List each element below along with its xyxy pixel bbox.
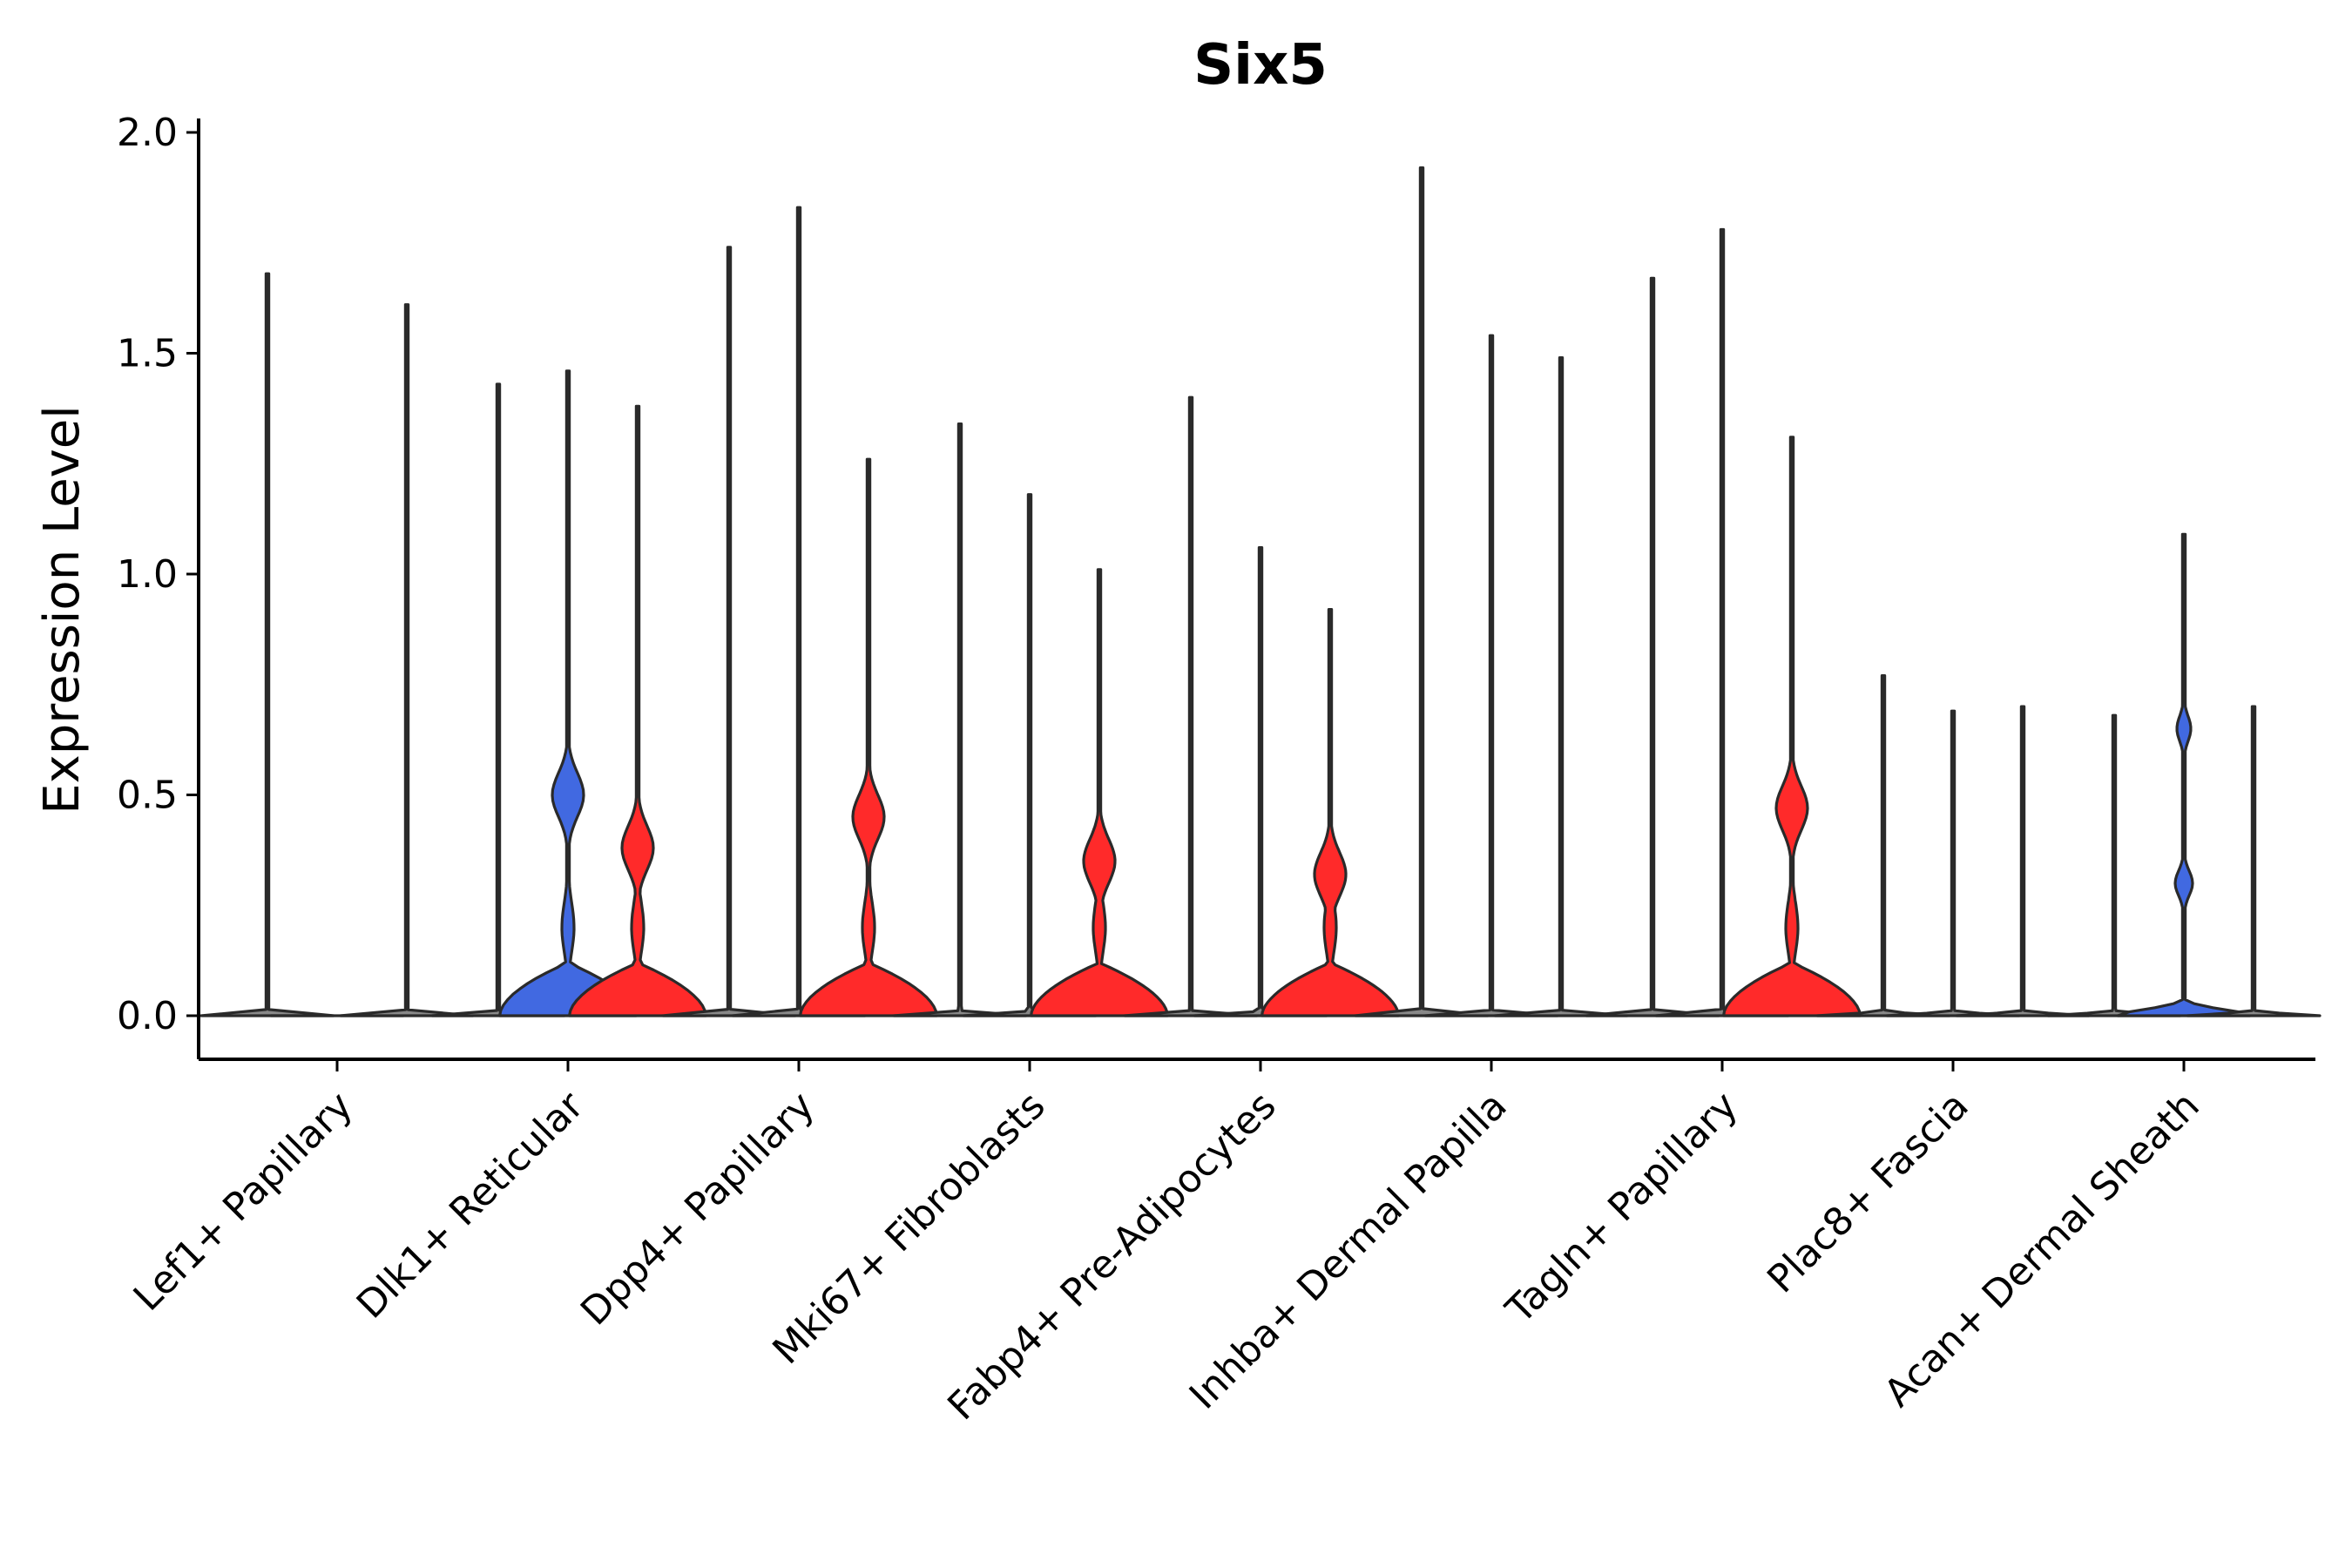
x-tick-label: Tagln+ Papillary: [1497, 1084, 1747, 1333]
y-tick-label: 2.0: [117, 111, 178, 155]
violin-7-0: [1815, 674, 1951, 1017]
violin-3-0: [892, 422, 1028, 1017]
violins-layer: [199, 166, 2322, 1017]
violin-7-2: [1955, 705, 2091, 1017]
y-tick-label: 0.5: [117, 774, 178, 818]
violin-5-1: [1423, 334, 1559, 1017]
violin-1-2: [568, 404, 707, 1017]
x-tick-label: Lef1+ Papillary: [125, 1084, 362, 1320]
violin-5-0: [1354, 166, 1490, 1017]
violin-2-1: [731, 206, 867, 1017]
violin-6-0: [1585, 276, 1720, 1017]
violin-8-0: [2046, 713, 2182, 1017]
violin-7-1: [1885, 709, 2021, 1017]
violin-8-1: [2116, 532, 2252, 1017]
violin-3-2: [1030, 568, 1169, 1017]
violin-0-0: [199, 272, 335, 1017]
x-tick-label: Plac8+ Fascia: [1759, 1084, 1977, 1302]
violin-2-0: [661, 246, 797, 1017]
violin-0-2: [339, 303, 475, 1017]
violin-5-2: [1493, 356, 1629, 1017]
violin-8-2: [2186, 705, 2322, 1017]
y-tick-label: 0.0: [117, 994, 178, 1038]
x-tick-label: Dpp4+ Papillary: [572, 1084, 823, 1335]
y-axis: 0.0 0.5 1.0 1.5 2.0: [117, 111, 200, 1059]
violin-4-1: [1193, 546, 1328, 1017]
violin-3-1: [962, 493, 1098, 1017]
x-tick-label: Dlk1+ Reticular: [348, 1083, 593, 1328]
violin-6-1: [1654, 227, 1790, 1017]
violin-4-0: [1123, 395, 1259, 1017]
violin-4-2: [1260, 608, 1400, 1017]
violin-2-2: [799, 457, 938, 1017]
violin-6-2: [1722, 436, 1862, 1017]
y-axis-label: Expression Level: [34, 405, 91, 814]
chart-title: Six5: [1193, 33, 1328, 98]
violin-1-0: [430, 382, 566, 1017]
y-tick-label: 1.5: [117, 332, 178, 376]
violin-1-1: [498, 369, 638, 1017]
y-tick-label: 1.0: [117, 552, 178, 597]
